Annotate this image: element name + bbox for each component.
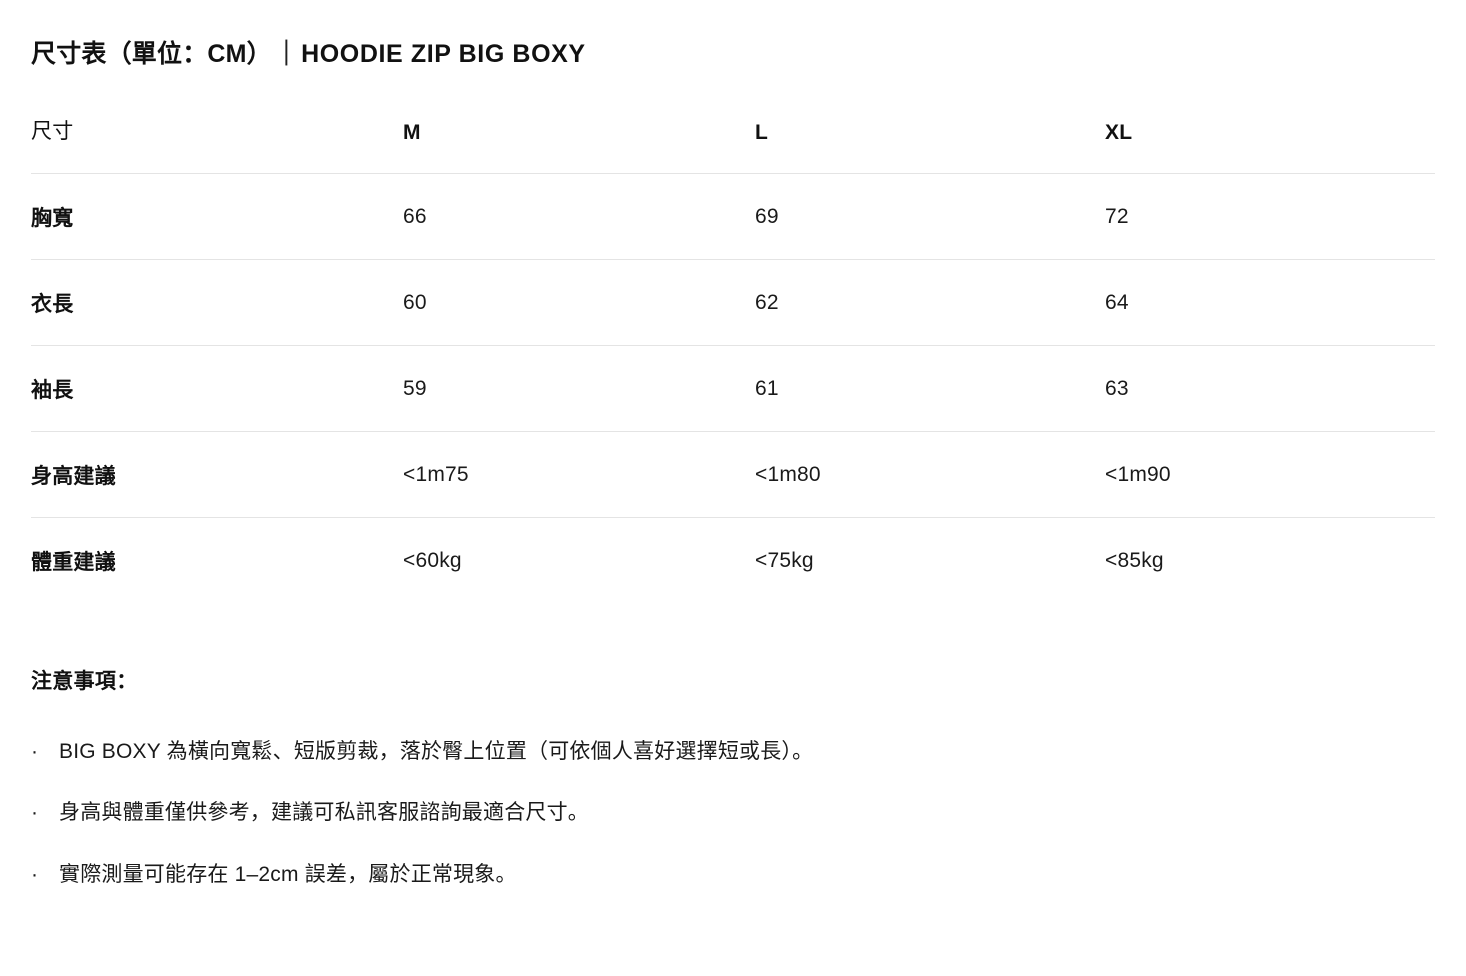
cell-body-length-l: 62 <box>755 291 779 314</box>
size-chart-table: 尺寸 M L XL 胸寬 66 69 72 衣長 60 62 64 袖長 59 <box>31 115 1435 603</box>
bullet-icon: · <box>31 862 39 886</box>
cell-chest-width-xl: 72 <box>1105 205 1129 228</box>
cell-height-l: <1m80 <box>755 463 821 486</box>
column-header-measure: 尺寸 <box>31 120 74 143</box>
note-text: 實際測量可能存在 1–2cm 誤差，屬於正常現象。 <box>59 862 517 886</box>
page-title: 尺寸表（單位：CM）｜HOODIE ZIP BIG BOXY <box>31 0 1435 69</box>
row-label-sleeve-length: 袖長 <box>31 379 74 402</box>
row-label-height-recommendation: 身高建議 <box>31 465 116 488</box>
table-body: 胸寬 66 69 72 衣長 60 62 64 袖長 59 61 63 身高建議… <box>31 173 1435 604</box>
page-title-main: 尺寸表（單位：CM） <box>31 40 272 68</box>
cell-height-xl: <1m90 <box>1105 463 1171 486</box>
row-label-body-length: 衣長 <box>31 293 74 316</box>
column-header-m: M <box>403 121 421 144</box>
cell-chest-width-m: 66 <box>403 205 427 228</box>
page-title-model: HOODIE ZIP BIG BOXY <box>301 40 586 68</box>
column-header-xl: XL <box>1105 121 1133 144</box>
cell-weight-l: <75kg <box>755 549 814 572</box>
cell-sleeve-length-m: 59 <box>403 377 427 400</box>
note-item: · BIG BOXY 為橫向寬鬆、短版剪裁，落於臀上位置（可依個人喜好選擇短或長… <box>31 738 1435 766</box>
table-row: 衣長 60 62 64 <box>31 259 1435 346</box>
cell-height-m: <1m75 <box>403 463 469 486</box>
table-row: 胸寬 66 69 72 <box>31 173 1435 260</box>
cell-chest-width-l: 69 <box>755 205 779 228</box>
cell-body-length-xl: 64 <box>1105 291 1129 314</box>
cell-sleeve-length-xl: 63 <box>1105 377 1129 400</box>
column-header-l: L <box>755 121 769 144</box>
row-label-weight-recommendation: 體重建議 <box>31 551 116 574</box>
notes-heading: 注意事項： <box>31 670 138 693</box>
table-header: 尺寸 M L XL <box>31 115 1435 174</box>
table-row: 體重建議 <60kg <75kg <85kg <box>31 517 1435 604</box>
bullet-icon: · <box>31 740 39 763</box>
table-row: 身高建議 <1m75 <1m80 <1m90 <box>31 431 1435 518</box>
cell-body-length-m: 60 <box>403 291 427 314</box>
bullet-icon: · <box>31 801 39 825</box>
note-item: · 實際測量可能存在 1–2cm 誤差，屬於正常現象。 <box>31 861 1435 889</box>
note-item: · 身高與體重僅供參考，建議可私訊客服諮詢最適合尺寸。 <box>31 799 1435 827</box>
note-text: BIG BOXY 為橫向寬鬆、短版剪裁，落於臀上位置（可依個人喜好選擇短或長）。 <box>59 740 814 763</box>
cell-weight-m: <60kg <box>403 549 462 572</box>
cell-sleeve-length-l: 61 <box>755 377 779 400</box>
table-header-row: 尺寸 M L XL <box>31 115 1435 174</box>
note-text: 身高與體重僅供參考，建議可私訊客服諮詢最適合尺寸。 <box>59 801 589 825</box>
title-separator: ｜ <box>273 40 300 68</box>
row-label-chest-width: 胸寬 <box>31 207 74 230</box>
notes-section: 注意事項： · BIG BOXY 為橫向寬鬆、短版剪裁，落於臀上位置（可依個人喜… <box>31 665 1435 889</box>
cell-weight-xl: <85kg <box>1105 549 1164 572</box>
table-row: 袖長 59 61 63 <box>31 345 1435 432</box>
